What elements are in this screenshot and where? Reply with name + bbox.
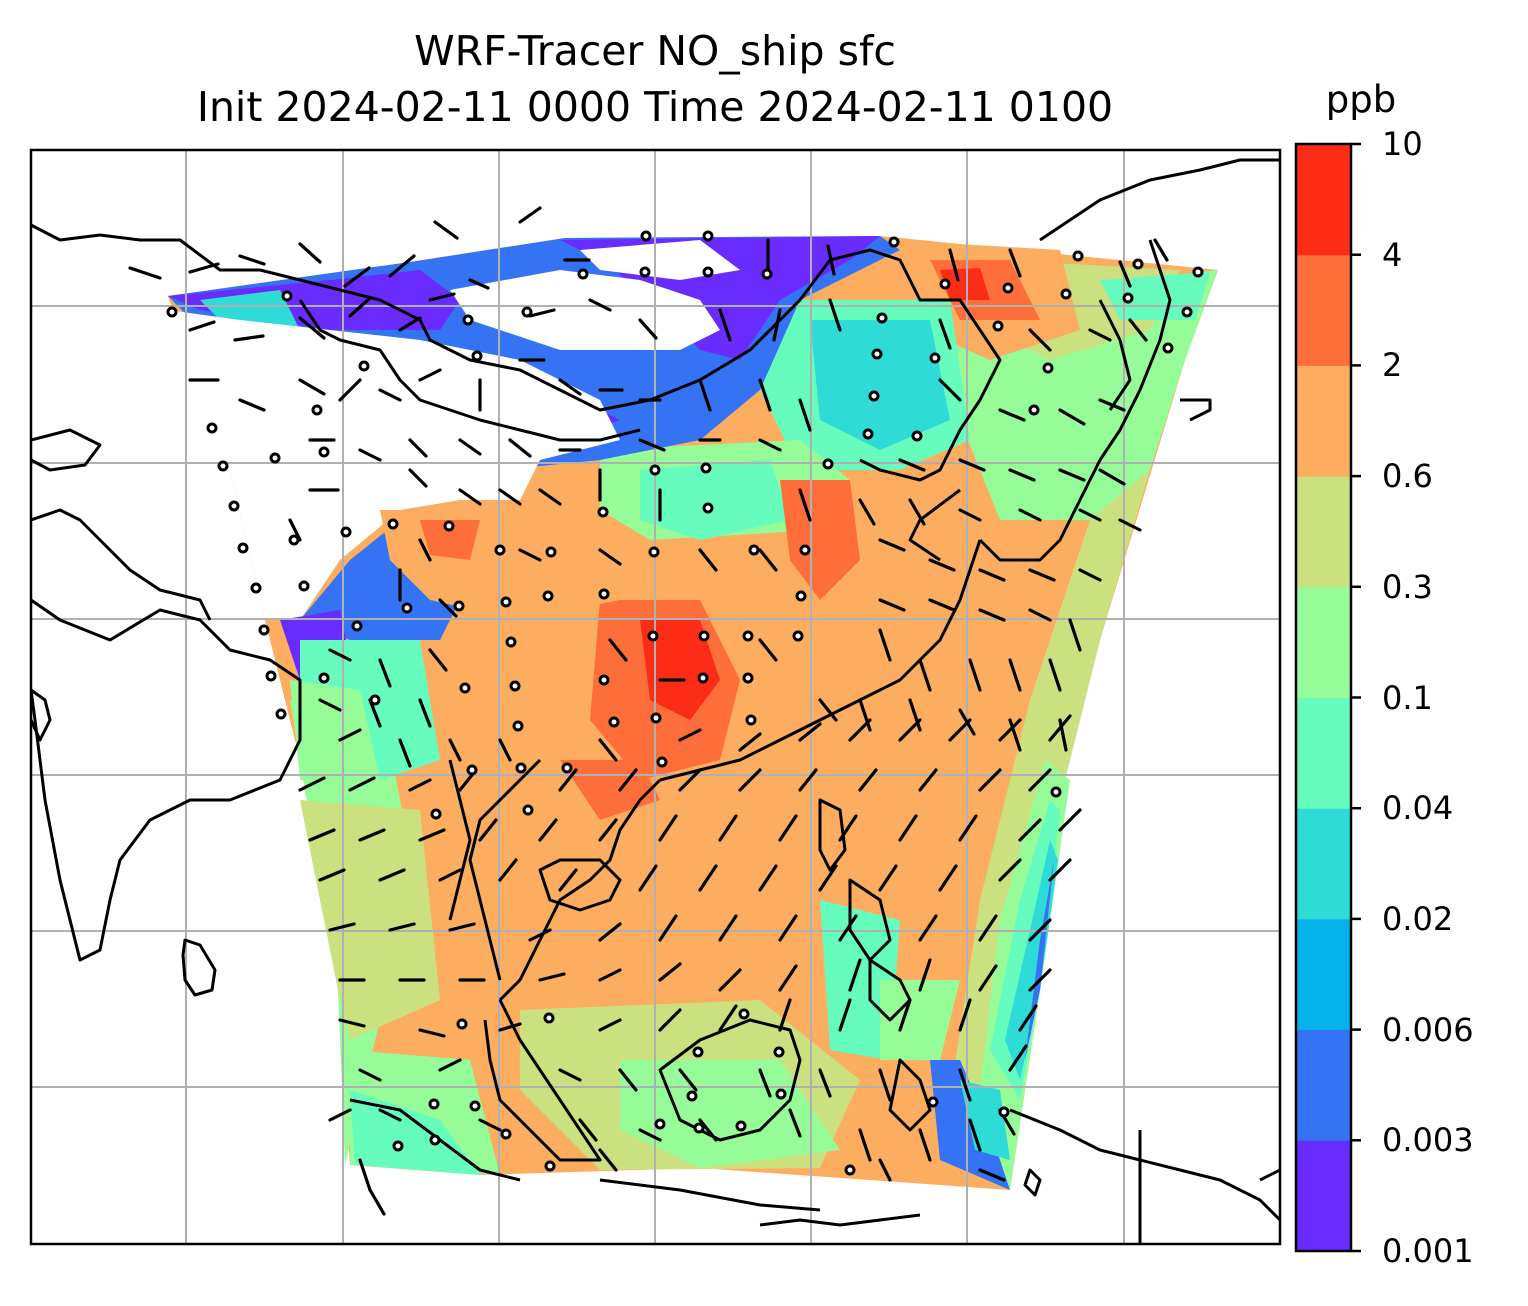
colorbar-segment <box>1296 586 1351 698</box>
colorbar-tick-label: 0.02 <box>1382 899 1454 938</box>
tracer-field <box>168 236 1218 1190</box>
map-panel <box>31 150 1280 1244</box>
colorbar-tick-label: 2 <box>1382 346 1403 385</box>
colorbar-segment <box>1296 697 1351 809</box>
map-frame <box>29 148 1282 1246</box>
colorbar <box>1294 142 1361 1253</box>
colorbar-segment <box>1296 365 1351 477</box>
colorbar-segment <box>1296 1029 1351 1141</box>
map-title-line2: Init 2024-02-11 0000 Time 2024-02-11 010… <box>196 83 1114 131</box>
colorbar-unit-label: ppb <box>1325 78 1397 121</box>
colorbar-tick-label: 0.1 <box>1382 678 1433 717</box>
colorbar-tick-label: 10 <box>1382 125 1423 163</box>
colorbar-segment <box>1296 1140 1351 1252</box>
colorbar-tick-label: 0.006 <box>1382 1010 1474 1049</box>
colorbar-tick-label: 0.6 <box>1382 457 1433 496</box>
colorbar-segment <box>1296 808 1351 920</box>
calm-markers <box>166 230 1204 1176</box>
colorbar-tick-label: 0.3 <box>1382 567 1433 606</box>
graticule <box>31 150 1280 1244</box>
colorbar-tick-label: 0.04 <box>1382 789 1454 828</box>
colorbar-segment <box>1296 144 1351 256</box>
map-title-line1: WRF-Tracer NO_ship sfc <box>414 27 896 75</box>
wind-barbs <box>128 206 1169 1216</box>
colorbar-tick-label: 0.001 <box>1382 1232 1474 1270</box>
colorbar-tick-label: 4 <box>1382 235 1403 274</box>
colorbar-segment <box>1296 476 1351 588</box>
colorbar-tick-label: 0.003 <box>1382 1121 1474 1160</box>
colorbar-segment <box>1296 918 1351 1031</box>
colorbar-segment <box>1296 254 1351 366</box>
